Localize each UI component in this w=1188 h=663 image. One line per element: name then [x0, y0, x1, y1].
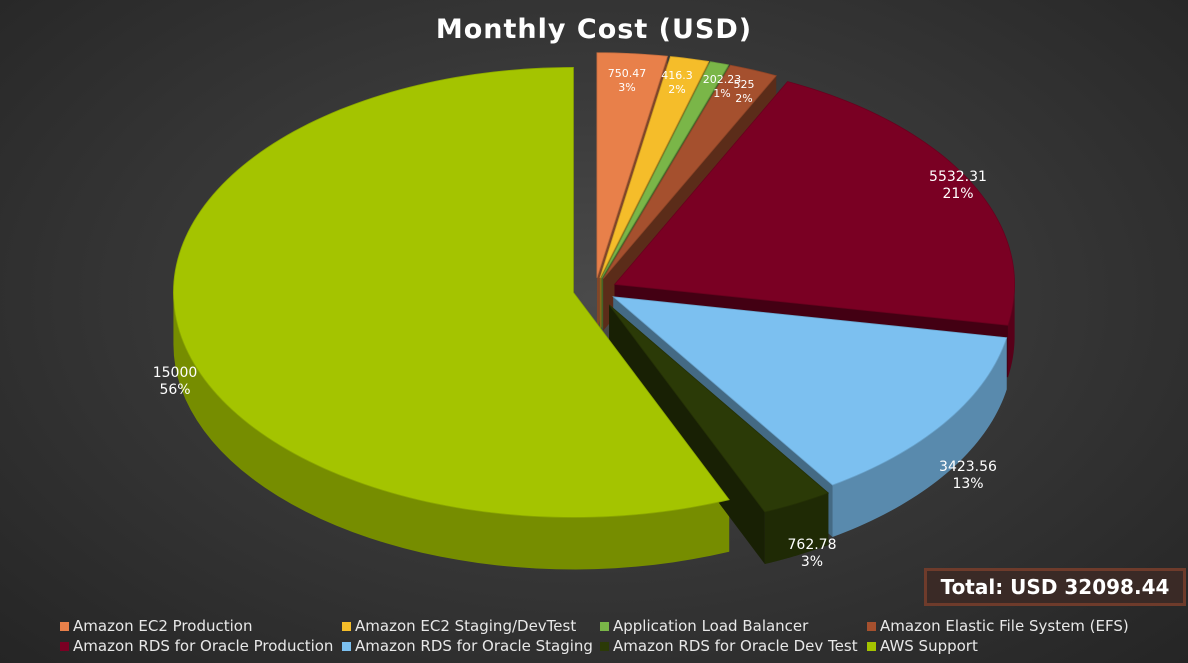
- legend-item-7: AWS Support: [867, 637, 1167, 655]
- pie-slice-side-4: [1007, 284, 1015, 378]
- legend-swatch-6: [600, 641, 609, 651]
- legend-label-0: Amazon EC2 Production: [73, 617, 253, 635]
- legend: Amazon EC2 Production Amazon EC2 Staging/…: [60, 617, 1180, 655]
- pie-slice-side-5: [832, 337, 1007, 538]
- data-label-7: 15000 56%: [153, 365, 198, 398]
- data-label-3: 525 2%: [734, 78, 755, 105]
- legend-swatch-0: [60, 621, 69, 631]
- pie-slice-1: [599, 56, 710, 279]
- legend-item-4: Amazon RDS for Oracle Production: [60, 637, 342, 655]
- pie-slice-7: [173, 67, 730, 518]
- legend-label-5: Amazon RDS for Oracle Staging: [355, 637, 593, 655]
- legend-swatch-4: [60, 641, 69, 651]
- total-annotation: Total: USD 32098.44: [924, 568, 1186, 606]
- legend-swatch-2: [600, 621, 609, 631]
- pie-slice-5: [612, 296, 1008, 486]
- legend-label-6: Amazon RDS for Oracle Dev Test: [613, 637, 858, 655]
- legend-item-0: Amazon EC2 Production: [60, 617, 342, 635]
- legend-swatch-7: [867, 641, 876, 651]
- pie-slice-3: [602, 64, 777, 279]
- legend-item-3: Amazon Elastic File System (EFS): [867, 617, 1167, 635]
- data-label-0: 750.47 3%: [608, 67, 647, 94]
- legend-item-6: Amazon RDS for Oracle Dev Test: [600, 637, 867, 655]
- legend-label-2: Application Load Balancer: [613, 617, 809, 635]
- legend-item-1: Amazon EC2 Staging/DevTest: [342, 617, 600, 635]
- legend-label-4: Amazon RDS for Oracle Production: [73, 637, 334, 655]
- legend-label-7: AWS Support: [880, 637, 978, 655]
- data-label-2: 202.23 1%: [703, 73, 742, 100]
- pie-slice-side-6: [764, 493, 829, 565]
- legend-label-3: Amazon Elastic File System (EFS): [880, 617, 1129, 635]
- pie-slice-6: [608, 304, 830, 513]
- legend-swatch-5: [342, 641, 351, 651]
- data-label-1: 416.3 2%: [661, 69, 693, 96]
- legend-label-1: Amazon EC2 Staging/DevTest: [355, 617, 577, 635]
- pie-slice-0: [596, 52, 668, 278]
- legend-swatch-1: [342, 621, 351, 631]
- data-label-5: 3423.56 13%: [939, 459, 997, 492]
- pie-slice-4: [613, 81, 1015, 326]
- data-label-6: 762.78 3%: [788, 537, 837, 570]
- chart-title: Monthly Cost (USD): [435, 14, 753, 45]
- pie-slice-side-7: [173, 292, 730, 570]
- legend-item-2: Application Load Balancer: [600, 617, 867, 635]
- pie-slice-2: [601, 61, 730, 279]
- legend-item-5: Amazon RDS for Oracle Staging: [342, 637, 600, 655]
- legend-swatch-3: [867, 621, 876, 631]
- data-label-4: 5532.31 21%: [929, 169, 987, 202]
